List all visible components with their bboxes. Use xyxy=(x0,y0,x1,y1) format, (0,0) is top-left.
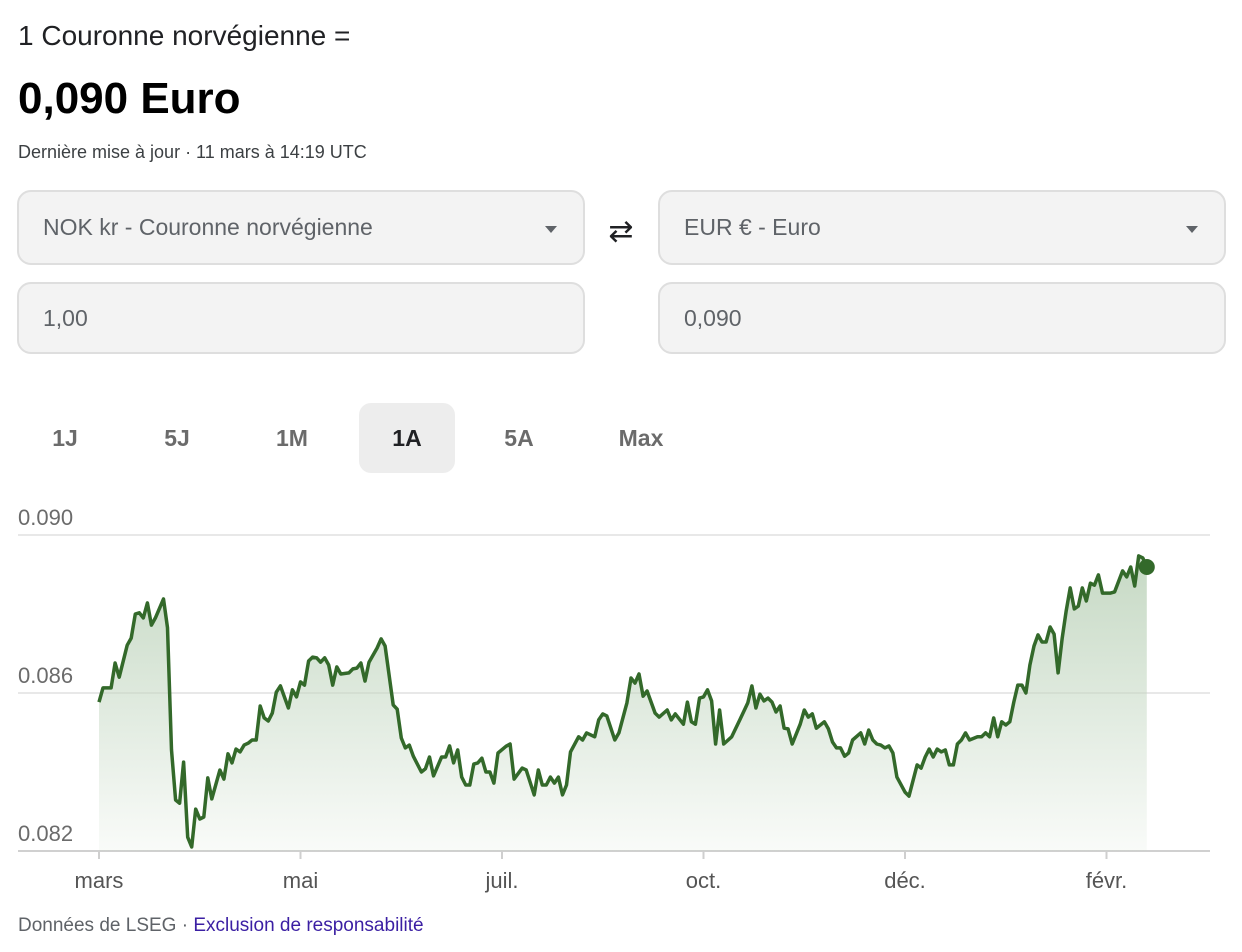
dropdown-caret-icon xyxy=(1186,226,1198,233)
to-amount-input[interactable]: 0,090 xyxy=(658,282,1226,354)
from-amount-input[interactable]: 1,00 xyxy=(17,282,585,354)
footer: Données de LSEG · Exclusion de responsab… xyxy=(18,915,424,937)
x-tick-label: mars xyxy=(75,868,124,893)
to-currency-label: EUR € - Euro xyxy=(684,214,821,240)
x-tick-label: mai xyxy=(283,868,318,893)
conversion-rate: 0,090 Euro xyxy=(18,74,241,123)
disclaimer-link[interactable]: Exclusion de responsabilité xyxy=(193,915,424,936)
range-tab-1a[interactable]: 1A xyxy=(359,403,455,473)
dropdown-caret-icon xyxy=(545,226,557,233)
range-tab-5a[interactable]: 5A xyxy=(504,424,534,451)
x-tick-label: déc. xyxy=(884,868,926,893)
chart-area-fill xyxy=(99,555,1147,851)
range-tab-5j[interactable]: 5J xyxy=(164,424,190,451)
x-tick-label: févr. xyxy=(1086,868,1128,893)
y-tick-label: 0.086 xyxy=(18,663,73,688)
data-source: Données de LSEG · xyxy=(18,915,194,936)
range-tab-1m[interactable]: 1M xyxy=(276,424,308,451)
y-tick-label: 0.082 xyxy=(18,821,73,846)
latest-value-dot xyxy=(1138,558,1155,575)
x-tick-label: juil. xyxy=(484,868,518,893)
swap-currencies-icon[interactable]: ⇄ xyxy=(608,215,634,248)
to-currency-select[interactable]: EUR € - Euro xyxy=(658,190,1226,265)
range-tab-1j[interactable]: 1J xyxy=(52,424,78,451)
y-tick-label: 0.090 xyxy=(18,505,73,530)
conversion-title: 1 Couronne norvégienne = xyxy=(18,20,351,51)
x-tick-label: oct. xyxy=(686,868,721,893)
from-currency-label: NOK kr - Couronne norvégienne xyxy=(43,214,373,240)
from-currency-select[interactable]: NOK kr - Couronne norvégienne xyxy=(17,190,585,265)
last-updated: Dernière mise à jour · 11 mars à 14:19 U… xyxy=(18,142,367,162)
range-tab-max[interactable]: Max xyxy=(618,424,664,451)
chart-line xyxy=(97,554,1149,849)
